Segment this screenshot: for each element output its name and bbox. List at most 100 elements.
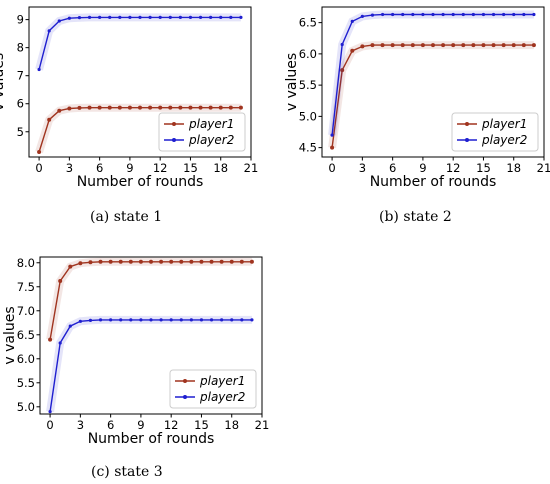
chart-2-player2-point	[471, 12, 475, 17]
chart-1-ytick-label: 8	[17, 41, 24, 55]
chart-2-player2-point	[401, 12, 405, 17]
chart-2-player1-point	[420, 43, 425, 48]
chart-3-player2-point	[149, 318, 153, 322]
chart-2-ytick-label: 5.5	[299, 78, 317, 92]
chart-3-ytick-label: 7.0	[17, 304, 35, 318]
chart-1-player1-point	[188, 105, 193, 110]
chart-1-player2-point	[87, 15, 92, 19]
chart-2-player2-point	[502, 12, 506, 17]
chart-3-legend-swatch-marker	[183, 395, 187, 399]
chart-3-player2-point	[129, 318, 133, 322]
chart-1-xtick-label: 3	[66, 161, 73, 175]
chart-1-player2-point	[229, 15, 233, 19]
chart-3-player2-point	[58, 341, 62, 345]
chart-1-legend-swatch-marker	[172, 122, 176, 126]
chart-1-legend-swatch-marker	[172, 138, 176, 142]
chart-2-player1-point	[491, 43, 496, 48]
chart-1-legend	[158, 112, 246, 152]
chart-1-player2-point	[57, 19, 61, 23]
chart-1-player2-point	[239, 15, 243, 19]
chart-1-ytick-label: 5	[17, 125, 24, 139]
chart-3-xtick-label: 12	[164, 418, 179, 432]
chart-3-frame	[39, 256, 263, 415]
chart-3-player2-point	[179, 318, 183, 322]
chart-2-xtick-label: 9	[419, 161, 426, 175]
chart-1-player1-point	[67, 106, 72, 111]
chart-1-player1-point	[138, 105, 142, 110]
chart-3-player2-point	[159, 318, 163, 322]
chart-1-player1-point	[87, 105, 92, 110]
chart-2-player1-point	[531, 43, 536, 48]
chart-3-player1-point	[249, 259, 254, 264]
chart-1-player1-point	[77, 105, 82, 110]
chart-3-player1-point	[159, 259, 164, 264]
chart-1-player2-point	[47, 29, 51, 33]
chart-state-2: 0 3 6 9 12 15 18 21 4.5 5.0 5.5 6.0 6.5 Number of rou…	[284, 6, 550, 190]
chart-2-xtick-label: 15	[476, 161, 491, 175]
chart-3-ytick-label: 5.0	[17, 400, 35, 414]
chart-3-legend-label-player1: player1	[199, 374, 245, 388]
chart-2-player1-point	[360, 44, 365, 49]
chart-1-player1-point	[218, 105, 223, 110]
chart-2-player1-point	[410, 43, 415, 48]
chart-1-player1-point	[37, 149, 42, 154]
chart-3-player1-point	[149, 259, 153, 264]
chart-2-player2-point	[380, 12, 385, 17]
chart-3-player1-point	[88, 260, 93, 265]
chart-2-player1-point	[521, 43, 526, 48]
chart-3-legend	[169, 369, 257, 409]
chart-1-ylabel: v values	[0, 53, 7, 111]
chart-3-player1-point	[48, 337, 53, 342]
chart-3-xlabel: Number of rounds	[88, 431, 215, 447]
chart-1-player1-point	[97, 105, 102, 110]
chart-1-player2-point	[128, 15, 132, 19]
chart-2-player2-point	[360, 14, 364, 18]
chart-3-ytick-label: 5.5	[17, 376, 35, 390]
chart-2-ytick-label: 6.5	[299, 16, 317, 30]
chart-2-player2-point	[532, 12, 536, 17]
chart-3-player1-point	[189, 259, 194, 264]
chart-3-xtick-label: 9	[137, 418, 144, 432]
chart-3-xtick-label: 18	[224, 418, 239, 432]
chart-2-player2-point	[451, 12, 455, 17]
chart-1-series-player2-line	[38, 16, 241, 70]
chart-3-player2-point	[88, 318, 93, 322]
chart-1-player1-point	[228, 105, 233, 110]
chart-2-player2-point	[491, 12, 496, 17]
chart-2-player2-point	[481, 12, 486, 17]
chart-1-player2-point	[67, 16, 71, 20]
chart-3-player2-point	[220, 318, 224, 322]
chart-3-xtick-label: 21	[255, 418, 270, 432]
chart-1-player1-point	[47, 117, 52, 122]
chart-2-xlabel: Number of rounds	[370, 174, 497, 190]
chart-2-player1-point	[481, 43, 486, 48]
chart-3-xtick-label: 6	[107, 418, 114, 432]
chart-1-player1-point	[238, 105, 243, 110]
chart-2-xtick-label: 12	[446, 161, 461, 175]
chart-3-player2-point	[98, 318, 103, 322]
chart-3-player2-point	[48, 409, 52, 414]
chart-1-player1-point	[208, 105, 213, 110]
chart-3-ytick-label: 6.0	[17, 352, 35, 366]
chart-3-legend-label-player2: player2	[199, 390, 245, 404]
chart-3-player1-point	[169, 259, 174, 264]
chart-3-xtick-label: 0	[46, 418, 53, 432]
chart-3-ytick-label: 8.0	[17, 256, 35, 270]
chart-2-ytick-label: 6.0	[299, 47, 317, 61]
chart-1-player2-point	[168, 15, 172, 19]
chart-2-ytick-label: 5.0	[299, 109, 317, 123]
chart-3-series-player1-band	[46, 257, 252, 341]
chart-2-player2-point	[421, 12, 425, 17]
chart-3-player2-point	[109, 318, 113, 322]
chart-1-player1-point	[198, 105, 203, 110]
chart-1-player2-point	[158, 15, 162, 19]
chart-1-player2-point	[209, 15, 213, 19]
chart-1-ytick-label: 7	[17, 69, 24, 83]
chart-1-player2-point	[138, 15, 142, 19]
chart-2-player2-point	[441, 12, 445, 17]
chart-1-xtick-label: 0	[35, 161, 42, 175]
chart-3-player1-point	[138, 259, 143, 264]
chart-3-player2-point	[78, 319, 82, 323]
chart-1-player2-point	[188, 15, 193, 19]
chart-1-frame	[28, 6, 252, 158]
